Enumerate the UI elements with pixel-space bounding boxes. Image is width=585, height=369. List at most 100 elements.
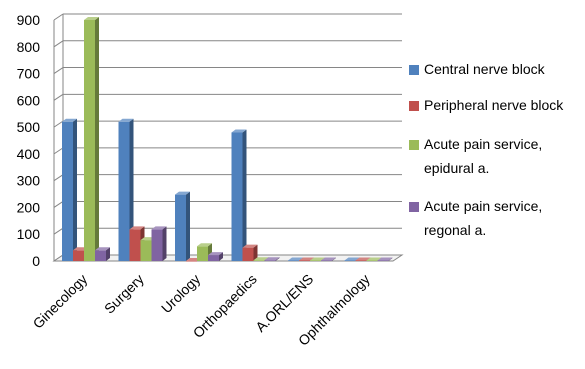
- bar-side: [219, 252, 223, 261]
- bar-side: [253, 244, 258, 261]
- legend-swatch: [409, 101, 419, 111]
- legend-label: Acute pain service,: [424, 136, 542, 152]
- legend-label: epidural a.: [424, 160, 489, 176]
- bar-front: [288, 260, 299, 261]
- bar-front: [175, 194, 186, 261]
- bar-front: [242, 247, 254, 261]
- bar-top: [95, 247, 110, 251]
- gridline-side: [53, 67, 64, 74]
- gridline-side: [53, 227, 64, 235]
- bar-top: [288, 257, 303, 261]
- x-category-label: Surgery: [101, 271, 147, 317]
- bar-top: [264, 257, 280, 261]
- legend: Central nerve block Peripheral nerve bloc…: [409, 61, 564, 238]
- bar-top: [129, 226, 145, 230]
- bar-top: [253, 257, 269, 261]
- bar: [118, 118, 134, 261]
- bar-side: [95, 17, 99, 261]
- x-axis-category-labels: Ginecology Surgery UrologyOrthopaedicsA.OR…: [30, 271, 373, 349]
- legend-swatch: [409, 140, 419, 150]
- bar-front: [264, 260, 276, 261]
- bar-top: [242, 244, 258, 248]
- bar-front: [197, 246, 208, 261]
- y-tick-label: 100: [17, 226, 41, 242]
- bar-front: [129, 229, 141, 261]
- bar-top: [197, 243, 212, 247]
- bar-top: [208, 252, 223, 256]
- bar-top: [310, 257, 325, 261]
- y-tick-label: 800: [17, 39, 41, 55]
- y-tick-label: 300: [17, 173, 41, 189]
- bar-front: [366, 260, 378, 261]
- legend-swatch: [409, 65, 419, 75]
- bar-side: [388, 257, 393, 261]
- bar-top: [231, 129, 247, 133]
- bar-top: [299, 257, 314, 261]
- bar: [321, 257, 336, 261]
- bar-top: [118, 118, 134, 122]
- bar: [377, 257, 393, 261]
- y-tick-label: 0: [32, 253, 40, 269]
- bar-front: [377, 260, 389, 261]
- bar-front: [299, 260, 310, 261]
- bar: [242, 244, 258, 261]
- bar-front: [310, 260, 321, 261]
- bar-top: [355, 257, 371, 261]
- bar-top: [175, 191, 190, 195]
- bar-front: [186, 261, 197, 262]
- gridlines: [53, 13, 402, 262]
- y-axis-tick-labels: 0 100 200 300 400 500 600 700 800 900: [17, 12, 41, 269]
- bar-front: [344, 260, 356, 261]
- bar: [208, 252, 223, 261]
- bar-top: [321, 257, 336, 261]
- gridline-side: [53, 174, 64, 182]
- bar-front: [118, 121, 130, 261]
- bar-front: [231, 132, 243, 261]
- y-tick-label: 600: [17, 92, 41, 108]
- bar-top: [84, 17, 99, 20]
- bar: [151, 226, 167, 261]
- bar-side: [242, 129, 247, 261]
- bar: [95, 247, 110, 261]
- gridline-side: [53, 40, 64, 48]
- gridline-side: [53, 93, 64, 101]
- bar-side: [106, 247, 110, 261]
- bar: [264, 257, 280, 261]
- bar: [62, 118, 77, 261]
- x-category-label: Ginecology: [30, 271, 91, 332]
- bar-front: [84, 20, 95, 261]
- legend-label: regonal a.: [424, 222, 486, 238]
- y-tick-label: 700: [17, 66, 41, 82]
- bar-side: [332, 257, 336, 261]
- gridline-side: [53, 13, 64, 21]
- gridline-side: [53, 120, 64, 128]
- y-tick-label: 400: [17, 146, 41, 162]
- bar-front: [73, 250, 84, 261]
- bar-front: [151, 229, 163, 261]
- x-category-label: Urology: [158, 271, 203, 316]
- bar: [175, 191, 190, 261]
- bar-side: [73, 118, 77, 261]
- y-tick-label: 200: [17, 199, 41, 215]
- bar-top: [344, 257, 360, 261]
- bar-side: [129, 118, 134, 261]
- y-tick-label: 900: [17, 12, 41, 28]
- bar-front: [355, 260, 367, 261]
- plot-walls: [52, 14, 404, 262]
- legend-label: Central nerve block: [424, 61, 546, 77]
- bar-top: [366, 257, 382, 261]
- y-tick-label: 500: [17, 119, 41, 135]
- bar: [231, 129, 247, 261]
- bar-side: [275, 257, 280, 261]
- bar-side: [186, 191, 190, 261]
- bar-front: [140, 240, 152, 261]
- bar-front: [62, 121, 73, 261]
- bar-front: [95, 250, 106, 261]
- gridline-side: [53, 147, 64, 155]
- gridline-side: [53, 201, 64, 208]
- bar-front: [253, 260, 265, 261]
- bar-front: [321, 260, 332, 261]
- bar: [84, 17, 99, 261]
- bars: [62, 17, 393, 262]
